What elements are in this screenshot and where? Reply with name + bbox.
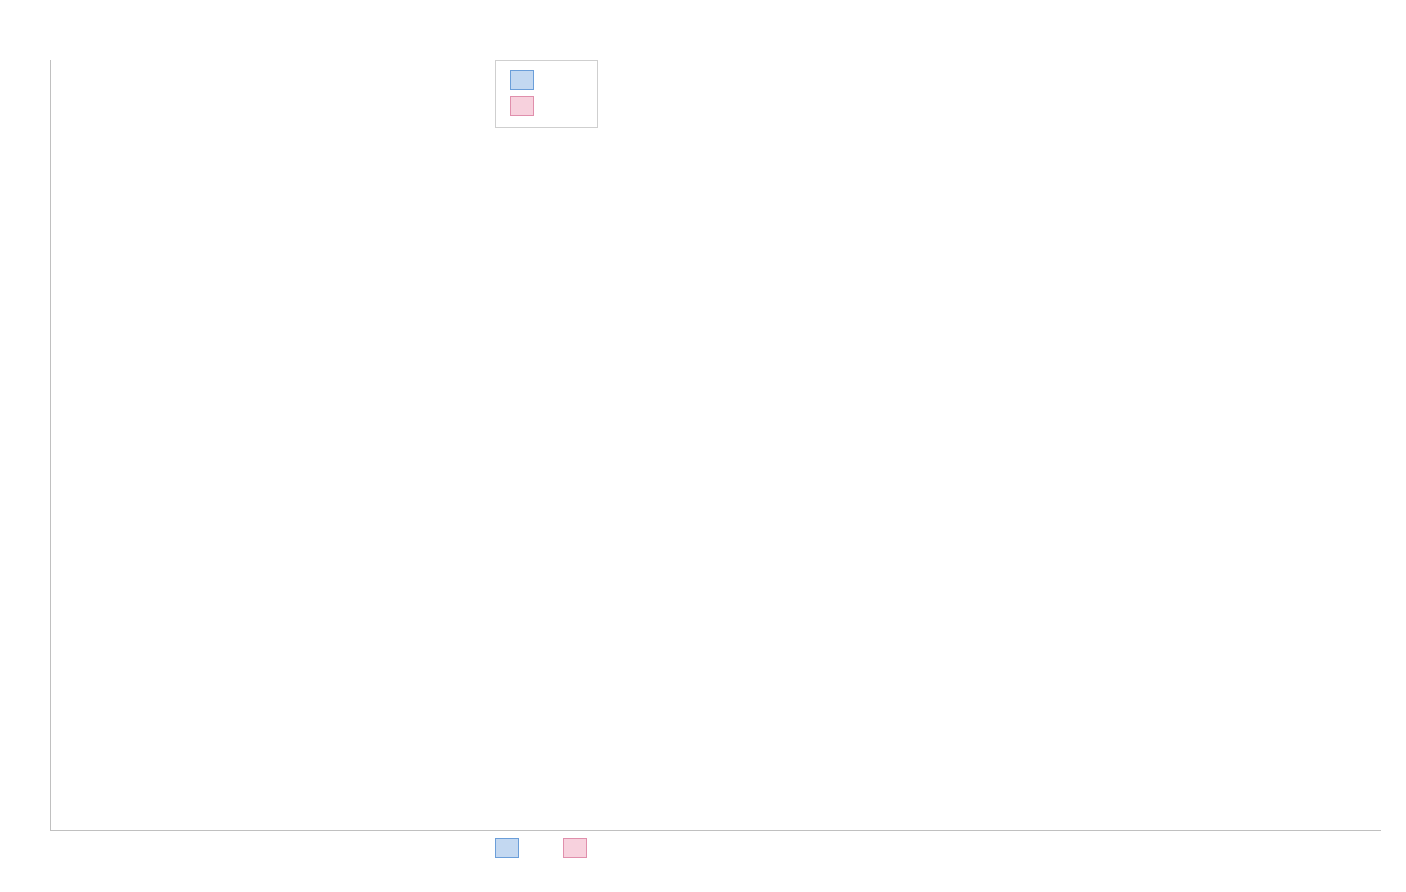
- legend-swatch-pink: [563, 838, 587, 858]
- legend-item: [495, 838, 527, 858]
- legend-swatch-blue: [510, 70, 534, 90]
- legend-swatch-blue: [495, 838, 519, 858]
- legend-stats-row: [510, 67, 583, 93]
- legend-series: [495, 838, 595, 858]
- legend-stats: [495, 60, 598, 128]
- legend-stats-row: [510, 93, 583, 119]
- legend-swatch-pink: [510, 96, 534, 116]
- plot-area: [50, 60, 1381, 831]
- legend-item: [563, 838, 595, 858]
